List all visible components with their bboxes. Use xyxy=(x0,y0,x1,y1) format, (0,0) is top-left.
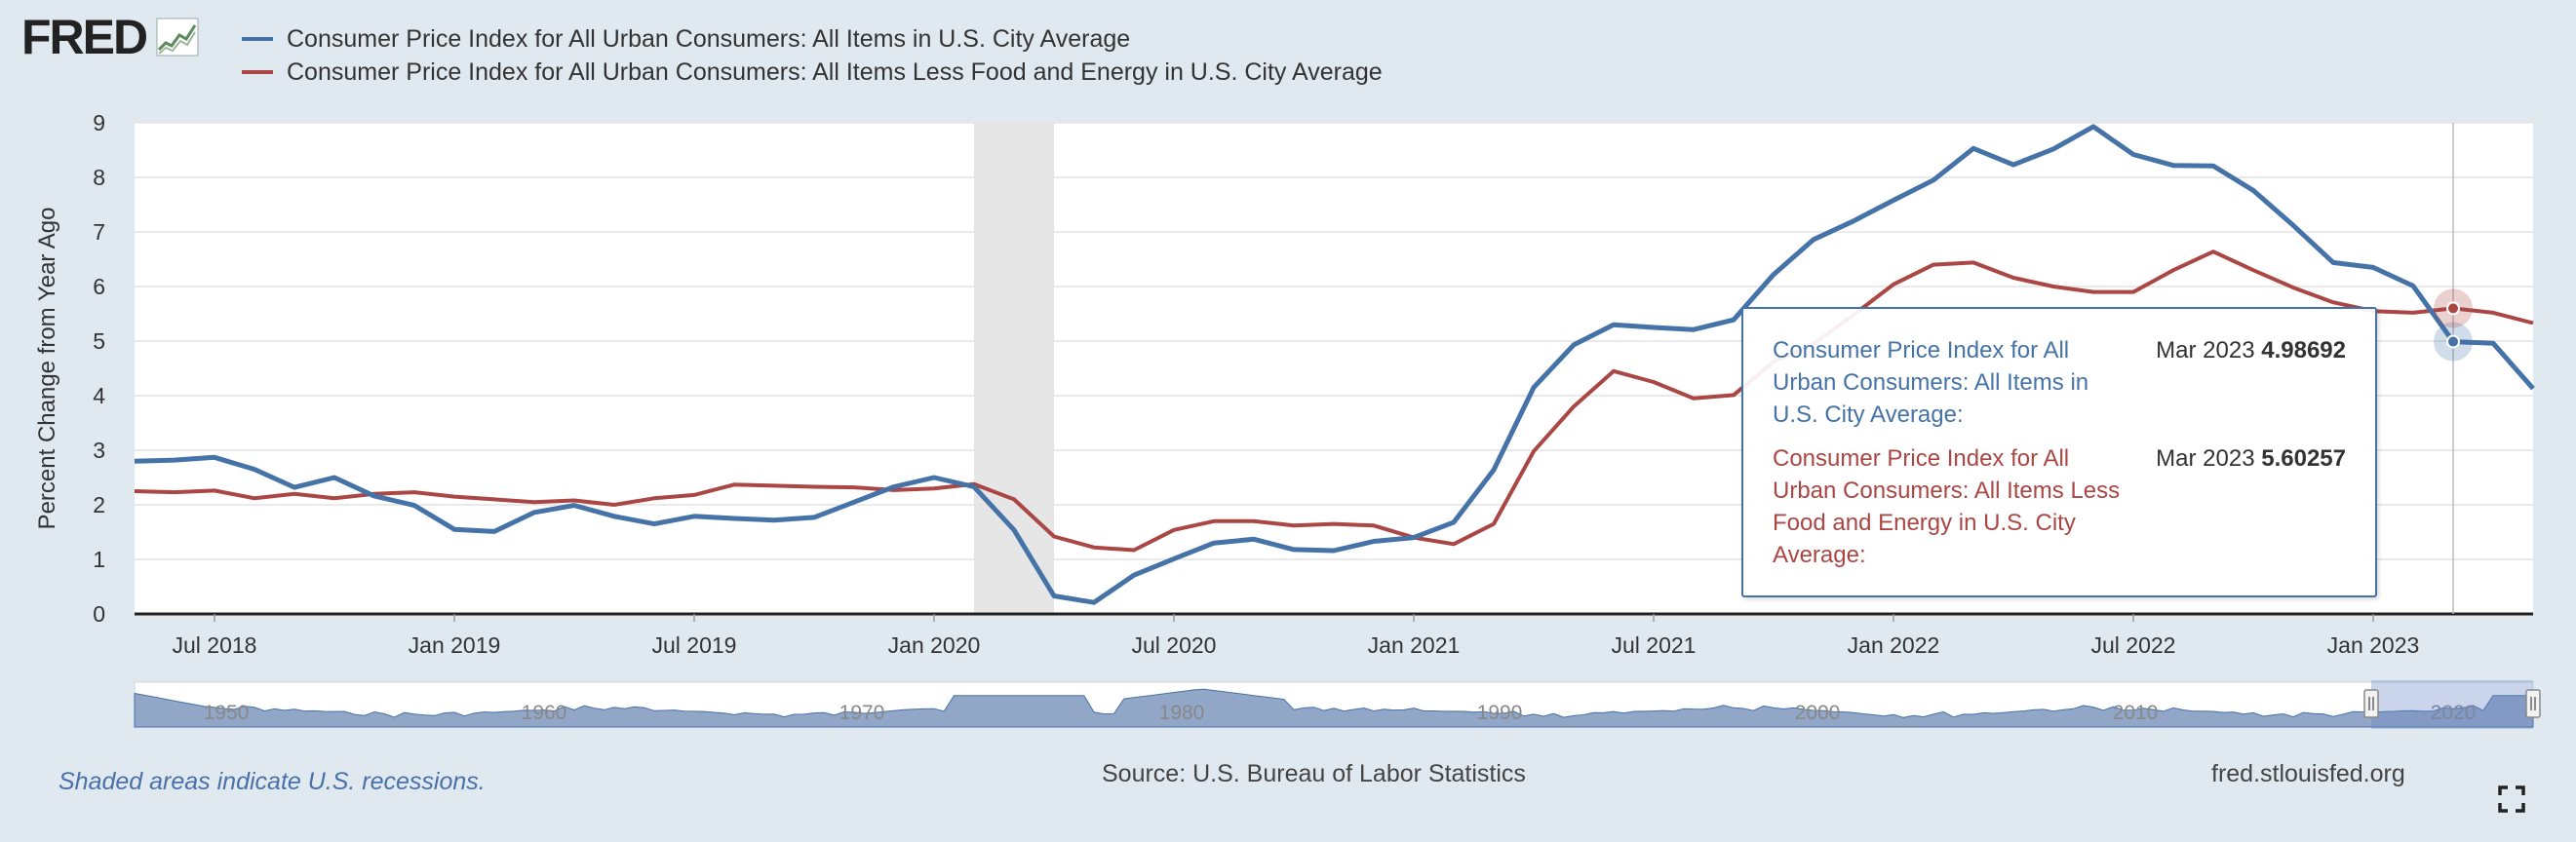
tooltip-date-cpi-all: Mar 2023 xyxy=(2156,337,2255,364)
x-tick-label: Jul 2019 xyxy=(652,632,737,658)
recession-band xyxy=(974,123,1054,614)
x-tick-label: Jul 2021 xyxy=(1612,632,1697,658)
navigator-handle-left[interactable] xyxy=(2363,689,2379,718)
y-axis-title: Percent Change from Year Ago xyxy=(34,208,60,530)
legend-item-cpi-core[interactable]: Consumer Price Index for All Urban Consu… xyxy=(242,57,1383,88)
navigator-year-label: 2020 xyxy=(2431,702,2477,724)
legend-item-cpi-all[interactable]: Consumer Price Index for All Urban Consu… xyxy=(242,23,1130,55)
tooltip-value-cpi-all: Mar 2023 4.98692 xyxy=(2156,334,2346,431)
navigator-selection[interactable] xyxy=(2371,680,2533,729)
series-line-cpi-core[interactable] xyxy=(134,249,2534,553)
y-tick-label: 4 xyxy=(93,383,105,408)
navigator-year-label: 1990 xyxy=(1477,702,1523,724)
y-tick-label: 1 xyxy=(93,547,105,572)
fred-logo[interactable]: FRED xyxy=(21,10,199,64)
x-tick-label: Jan 2020 xyxy=(888,632,981,658)
site-link[interactable]: fred.stlouisfed.org xyxy=(2211,760,2405,787)
navigator-series-area xyxy=(134,688,2534,728)
tooltip-series-name-cpi-core: Consumer Price Index for All Urban Consu… xyxy=(1773,445,2121,568)
navigator-year-label: 2000 xyxy=(1795,702,1841,724)
tooltip-series-name-cpi-all: Consumer Price Index for All Urban Consu… xyxy=(1773,337,2089,428)
hover-point-cpi-all xyxy=(2446,334,2460,349)
navigator-year-label: 2010 xyxy=(2113,702,2159,724)
navigator-year-label: 1980 xyxy=(1159,702,1205,724)
navigator-year-label: 1960 xyxy=(522,702,567,724)
y-tick-label: 6 xyxy=(93,274,105,299)
navigator-year-label: 1970 xyxy=(839,702,885,724)
source-text: Source: U.S. Bureau of Labor Statistics xyxy=(1102,760,1526,787)
legend-swatch-cpi-all xyxy=(242,37,273,41)
navigator-year-label: 1950 xyxy=(204,702,250,724)
y-tick-label: 3 xyxy=(93,438,105,463)
x-tick-label: Jul 2018 xyxy=(173,632,257,658)
hover-point-cpi-core xyxy=(2446,301,2460,316)
tooltip-value-cpi-core: Mar 2023 5.60257 xyxy=(2156,442,2346,571)
tooltip-row-cpi-core: Consumer Price Index for All Urban Consu… xyxy=(1773,442,2346,571)
series-line-cpi-all[interactable] xyxy=(134,124,2535,605)
x-tick-label: Jan 2021 xyxy=(1368,632,1461,658)
legend-swatch-cpi-core xyxy=(242,70,273,74)
tooltip-number-cpi-core: 5.60257 xyxy=(2261,445,2346,472)
x-tick-label: Jul 2022 xyxy=(2091,632,2176,658)
y-tick-label: 0 xyxy=(93,601,105,627)
chart-tooltip: Consumer Price Index for All Urban Consu… xyxy=(1741,307,2377,597)
y-tick-label: 8 xyxy=(93,165,105,190)
x-tick-label: Jan 2023 xyxy=(2327,632,2420,658)
fred-logo-text: FRED xyxy=(21,10,148,64)
x-tick-label: Jan 2019 xyxy=(409,632,501,658)
legend-label-cpi-all: Consumer Price Index for All Urban Consu… xyxy=(287,24,1131,53)
x-tick-label: Jul 2020 xyxy=(1132,632,1217,658)
y-tick-label: 7 xyxy=(93,219,105,245)
y-tick-label: 2 xyxy=(93,492,105,517)
navigator-handle-right[interactable] xyxy=(2525,689,2541,718)
x-tick-label: Jan 2022 xyxy=(1848,632,1940,658)
tooltip-date-cpi-core: Mar 2023 xyxy=(2156,445,2255,472)
tooltip-row-cpi-all: Consumer Price Index for All Urban Consu… xyxy=(1773,334,2346,431)
y-tick-label: 5 xyxy=(93,328,105,354)
fullscreen-icon[interactable] xyxy=(2498,785,2525,813)
legend-label-cpi-core: Consumer Price Index for All Urban Consu… xyxy=(287,57,1383,86)
tooltip-number-cpi-all: 4.98692 xyxy=(2261,337,2346,364)
fred-chart-icon xyxy=(156,18,199,57)
recession-note: Shaded areas indicate U.S. recessions. xyxy=(59,768,486,795)
y-tick-label: 9 xyxy=(93,110,105,135)
